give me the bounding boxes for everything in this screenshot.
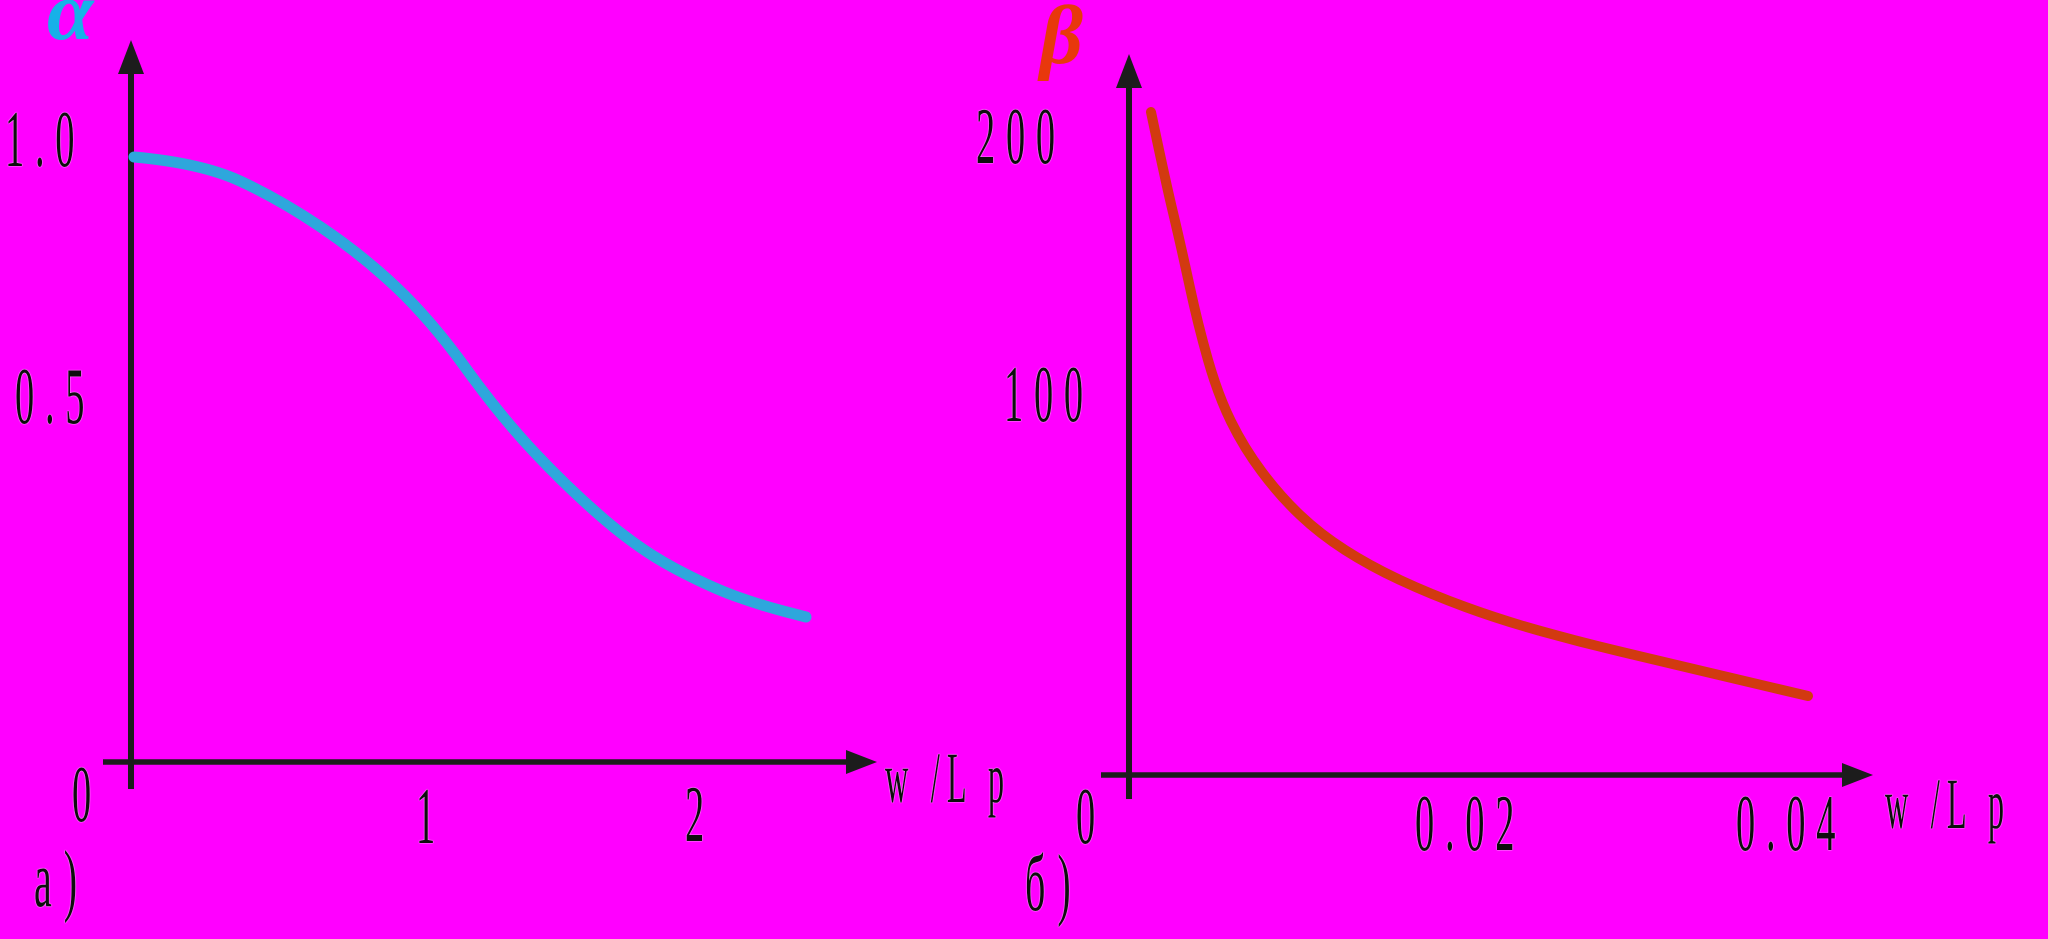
beta-y-tick-200: 200 xyxy=(976,93,1066,181)
alpha-curve xyxy=(128,151,812,623)
panel-label-b: б) xyxy=(1025,840,1083,928)
beta-x-axis-arrow-icon xyxy=(1842,763,1873,787)
alpha-y-axis-title: α xyxy=(47,0,94,58)
beta-y-tick-100: 100 xyxy=(1004,351,1094,439)
alpha-x-axis-title: w /L p xyxy=(885,738,1012,818)
beta-x-axis-title: w /L p xyxy=(1885,764,2012,844)
alpha-y-tick-0.5: 0.5 xyxy=(15,353,96,441)
panel-label-a: a) xyxy=(34,836,90,924)
beta-y-axis-arrow-icon xyxy=(1116,54,1142,88)
alpha-y-axis-arrow-icon xyxy=(118,40,144,74)
alpha-x-tick-2: 2 xyxy=(685,771,715,859)
beta-curve xyxy=(1146,107,1813,701)
beta-x-tick-0.02: 0.02 xyxy=(1415,780,1526,868)
alpha-x-tick-0: 0 xyxy=(72,751,102,839)
beta-x-tick-0.04: 0.04 xyxy=(1736,780,1847,868)
alpha-y-tick-1.0: 1.0 xyxy=(5,96,86,184)
beta-y-axis-title: β xyxy=(1040,0,1084,82)
alpha-x-axis-arrow-icon xyxy=(846,750,877,774)
alpha-x-tick-1: 1 xyxy=(416,773,446,861)
beta-x-tick-0: 0 xyxy=(1076,773,1106,861)
